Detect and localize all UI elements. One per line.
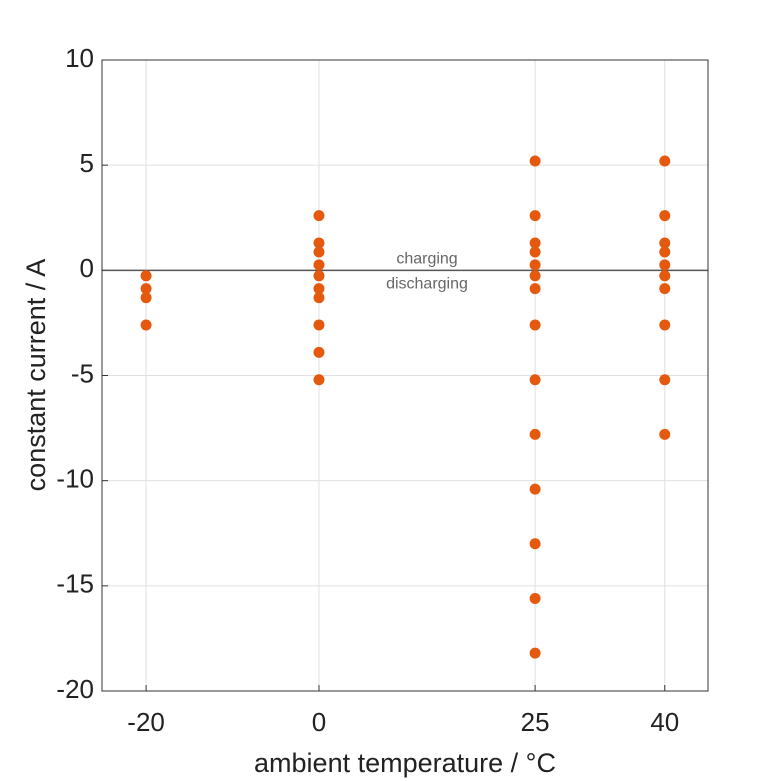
point — [529, 319, 541, 331]
point — [529, 592, 541, 604]
point — [659, 270, 671, 282]
plot-frame — [101, 59, 709, 692]
y-tick-label: -15 — [56, 569, 94, 599]
point — [659, 246, 671, 258]
point — [140, 292, 152, 304]
point — [659, 259, 671, 271]
point — [529, 210, 541, 222]
y-tick-label: -5 — [71, 358, 94, 388]
point — [529, 259, 541, 271]
point — [529, 237, 541, 249]
point — [659, 210, 671, 222]
x-tick-label: -20 — [127, 707, 165, 737]
point — [313, 319, 325, 331]
annotation: discharging — [386, 276, 468, 293]
point — [659, 319, 671, 331]
y-tick-label: 5 — [80, 148, 94, 178]
annotation: charging — [396, 251, 457, 268]
point — [313, 374, 325, 386]
point — [313, 270, 325, 282]
y-tick-label: 0 — [80, 253, 94, 283]
y-tick-label: -10 — [56, 464, 94, 494]
point — [313, 283, 325, 295]
point — [659, 155, 671, 167]
point — [659, 428, 671, 440]
point — [529, 374, 541, 386]
point — [313, 246, 325, 258]
point — [140, 319, 152, 331]
point — [313, 237, 325, 249]
point — [140, 283, 152, 295]
point — [529, 647, 541, 659]
x-tick-label: 25 — [521, 707, 550, 737]
point — [313, 210, 325, 222]
point — [140, 270, 152, 282]
point — [659, 237, 671, 249]
point — [659, 374, 671, 386]
point — [313, 292, 325, 304]
y-axis-label: constant current / A — [21, 259, 51, 492]
x-tick-label: 0 — [312, 707, 326, 737]
y-tick-label: 10 — [65, 43, 94, 73]
point — [529, 246, 541, 258]
point — [529, 538, 541, 550]
point — [529, 428, 541, 440]
point — [529, 483, 541, 495]
point — [529, 155, 541, 167]
point — [313, 259, 325, 271]
point — [529, 270, 541, 282]
x-tick-label: 40 — [650, 707, 679, 737]
y-tick-label: -20 — [56, 674, 94, 704]
point — [529, 283, 541, 295]
point — [659, 283, 671, 295]
point — [313, 346, 325, 358]
x-axis-label: ambient temperature / °C — [254, 748, 556, 778]
